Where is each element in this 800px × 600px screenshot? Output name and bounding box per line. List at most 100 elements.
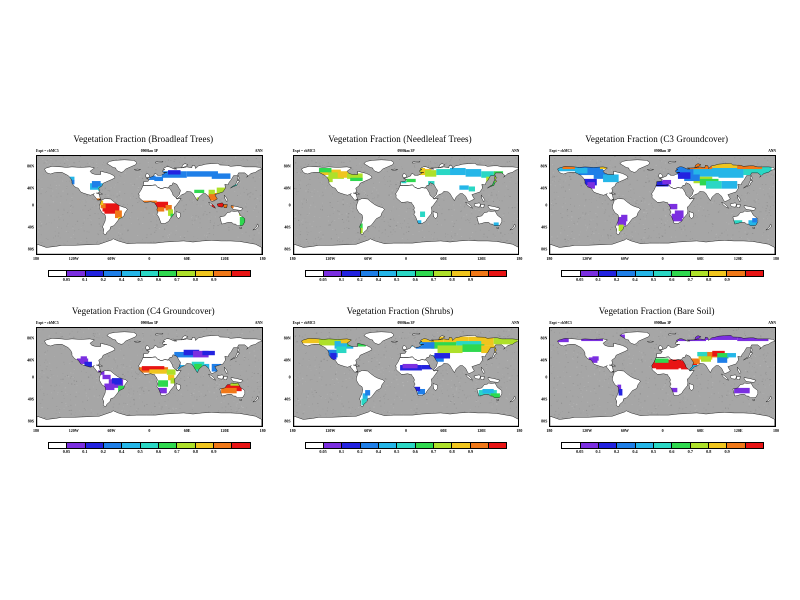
colorbar-tick-label: 0.2	[613, 277, 620, 282]
colorbar-tick-label: 0.05	[319, 449, 327, 454]
colorbar-segment	[727, 443, 746, 448]
colorbar-tick-labels: 0.05 0.1 0.2 0.4 0.5 0.6 0.7 0.8 0.9	[48, 277, 251, 285]
colorbar-tick-label: 0.1	[338, 277, 345, 282]
colorbar-segment	[195, 271, 214, 276]
colorbar-segment	[195, 443, 214, 448]
y-axis-tick: 0	[545, 202, 548, 208]
colorbar-tick-label: 0.4	[632, 449, 638, 454]
x-axis-tick: 60E	[440, 256, 448, 261]
experiment-label: Expt = cbMC5	[549, 149, 572, 153]
experiment-label: Expt = cbMC5	[292, 321, 316, 325]
colorbar-tick-label: 0.7	[431, 449, 437, 454]
coastlines	[293, 331, 519, 426]
y-axis-tick: 80N	[27, 335, 34, 341]
x-axis-tick: 120E	[220, 256, 230, 261]
colorbar-tick-label: 0.2	[100, 277, 106, 282]
colorbar-segment	[598, 271, 618, 276]
colorbar-segment	[177, 443, 196, 448]
colorbar-segment	[397, 271, 416, 276]
colorbar-tick-label: 0.4	[632, 277, 638, 282]
y-axis-tick: 40S	[541, 224, 548, 230]
y-axis-tick: 40N	[540, 185, 548, 191]
colorbar-tick-label: 0.4	[119, 449, 125, 454]
y-axis-latitude: 80N 40N 0 40S 80S	[275, 327, 292, 427]
colorbar-segment	[745, 271, 763, 276]
colorbar-tick-label: 0.1	[595, 449, 601, 454]
colorbar-segment	[580, 443, 599, 448]
season-label: ANN	[511, 149, 520, 153]
x-axis-tick: 0	[661, 256, 664, 261]
x-axis-longitude: 180 120W 60W 0 60E 120E 180	[33, 256, 266, 264]
colorbar-segment	[323, 443, 343, 448]
map-frame	[36, 155, 263, 255]
colorbar-tick-label: 0.2	[357, 277, 363, 282]
colorbar-tick-label: 0.2	[100, 449, 106, 454]
colorbar-segment	[158, 271, 178, 276]
colorbar-tick-label: 0.9	[467, 277, 474, 282]
colorbar-tick-label: 0.8	[706, 277, 712, 282]
colorbar-tick-label: 0.1	[595, 277, 601, 282]
y-axis-tick: 80S	[541, 246, 548, 252]
colorbar-tick-label: 0.6	[669, 277, 675, 282]
resolution-label: 0900km 3P	[140, 149, 158, 153]
colorbar-segment	[122, 443, 141, 448]
x-axis-tick: 180	[773, 428, 779, 433]
colorbar-segment	[745, 443, 763, 448]
x-axis-tick: 180	[546, 428, 553, 433]
x-axis-tick: 180	[259, 256, 266, 261]
world-map	[550, 156, 775, 254]
x-axis-tick: 120E	[733, 256, 743, 261]
colorbar-segment	[708, 271, 728, 276]
x-axis-tick: 0	[148, 428, 151, 433]
x-axis-tick: 60E	[440, 428, 448, 433]
panel-header-annotations: Expt = cbMC5 0900km 3P ANN	[36, 147, 263, 155]
colorbar-segment	[653, 443, 673, 448]
x-axis-tick: 60W	[107, 428, 116, 433]
colorbar-tick-label: 0.7	[431, 277, 437, 282]
y-axis-latitude: 80N 40N 0 40S 80S	[18, 327, 35, 427]
y-axis-tick: 80S	[27, 246, 34, 252]
experiment-label: Expt = cbMC5	[549, 321, 572, 325]
colorbar-segment	[470, 443, 489, 448]
x-axis-tick: 120E	[477, 428, 486, 433]
panel-header-annotations: Expt = cbMC5 0900km 3P ANN	[293, 319, 520, 327]
y-axis-tick: 0	[32, 202, 34, 208]
world-map	[37, 328, 262, 426]
x-axis-tick: 180	[516, 256, 523, 261]
y-axis-tick: 80N	[540, 163, 548, 169]
experiment-label: Expt = cbMC5	[36, 321, 59, 325]
colorbar-segment	[305, 271, 324, 276]
x-axis-tick: 60E	[183, 428, 191, 433]
x-axis-longitude: 180 120W 60W 0 60E 120E 180	[290, 428, 523, 436]
y-axis-latitude: 80N 40N 0 40S 80S	[18, 155, 35, 255]
colorbar-swatches	[48, 270, 251, 277]
colorbar-tick-label: 0.5	[394, 277, 400, 282]
colorbar-tick-labels: 0.05 0.1 0.2 0.4 0.5 0.6 0.7 0.8 0.9	[561, 449, 764, 457]
colorbar-segment	[85, 271, 104, 276]
y-axis-tick: 0	[288, 374, 291, 380]
y-axis-tick: 40N	[283, 185, 291, 191]
colorbar-segment	[378, 271, 398, 276]
panel-shrubs: Vegetation Fraction (Shrubs) Expt = cbMC5…	[275, 302, 526, 470]
colorbar-swatches	[48, 442, 251, 449]
panel-broadleaf-trees: Vegetation Fraction (Broadleaf Trees) Exp…	[18, 130, 269, 298]
y-axis-tick: 0	[288, 202, 291, 208]
colorbar-tick-label: 0.8	[706, 449, 712, 454]
x-axis-tick: 180	[289, 256, 296, 261]
season-label: ANN	[254, 321, 263, 325]
y-axis-tick: 80N	[540, 335, 548, 341]
x-axis-tick: 180	[546, 256, 553, 261]
map-frame	[549, 327, 776, 427]
x-axis-tick: 180	[259, 428, 266, 433]
colorbar-segment	[433, 443, 453, 448]
y-axis-tick: 80S	[541, 418, 548, 424]
x-axis-tick: 120W	[68, 256, 79, 261]
y-axis-tick: 40S	[27, 224, 34, 230]
colorbar-tick-label: 0.6	[155, 449, 162, 454]
colorbar-segment	[672, 443, 691, 448]
colorbar-tick-label: 0.7	[687, 449, 693, 454]
map-frame	[549, 155, 776, 255]
x-axis-longitude: 180 120W 60W 0 60E 120E 180	[546, 428, 779, 436]
colorbar-tick-label: 0.05	[62, 449, 71, 454]
colorbar-segment	[562, 443, 581, 448]
